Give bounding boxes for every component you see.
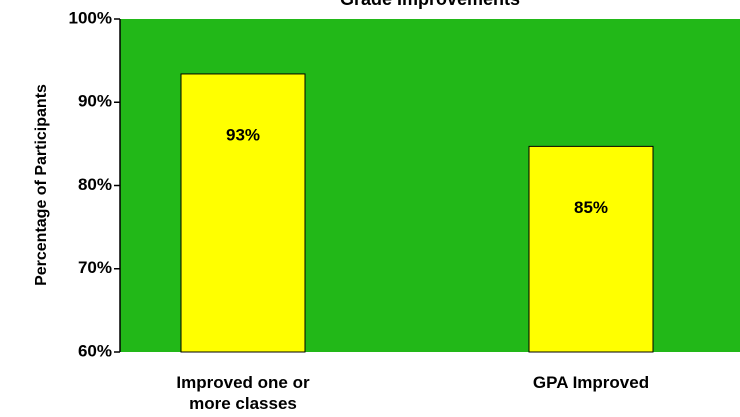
bar xyxy=(528,145,654,353)
y-tick-label: 100% xyxy=(69,8,112,27)
chart-title: Grade Improvements xyxy=(340,0,520,9)
y-tick-label: 70% xyxy=(78,258,112,277)
y-axis-label: Percentage of Participants xyxy=(33,84,50,286)
x-tick-label: Improved one or more classes xyxy=(176,373,310,413)
y-tick-label: 80% xyxy=(78,175,112,194)
data-label: 93% xyxy=(226,125,260,144)
x-tick-label: GPA Improved xyxy=(532,373,650,392)
data-label: 85% xyxy=(574,198,608,217)
bar xyxy=(180,73,306,353)
y-tick-label: 90% xyxy=(78,92,112,111)
y-tick-label: 60% xyxy=(78,341,112,360)
